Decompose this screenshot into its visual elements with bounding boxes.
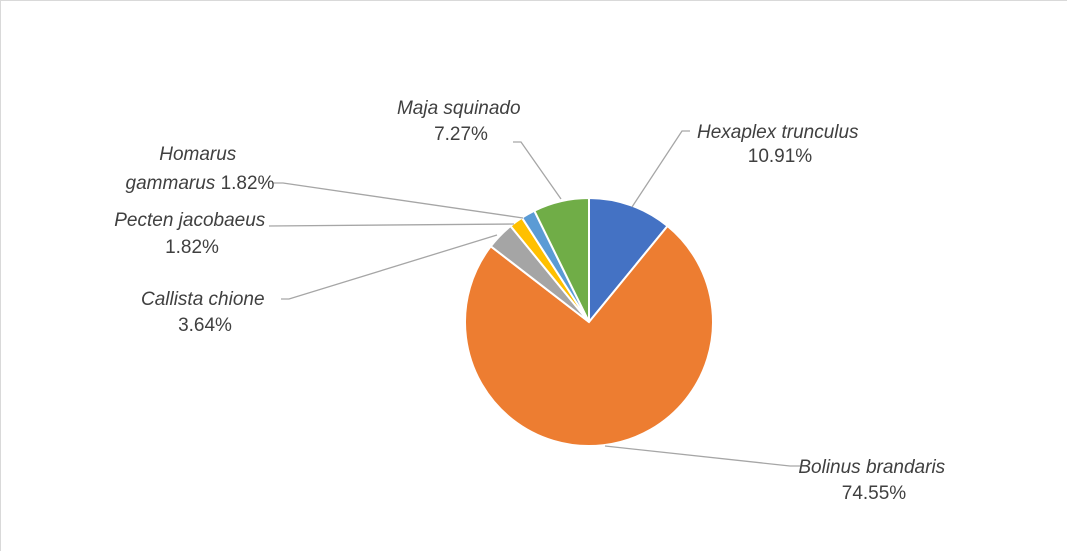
- label-callista: Callista chione 3.64%: [141, 289, 269, 336]
- leader-line-maja: [513, 141, 562, 200]
- label-maja: Maja squinado 7.27%: [397, 98, 525, 145]
- pie-slices: [464, 196, 714, 448]
- label-bolinus: Bolinus brandaris 74.55%: [798, 457, 949, 504]
- data-labels: Hexaplex trunculus 10.91% Bolinus branda…: [114, 98, 949, 504]
- leader-line-homarus: [273, 182, 524, 219]
- leader-line-pecten: [268, 223, 515, 227]
- pie-slice-bolinus-brandaris: [464, 224, 714, 448]
- label-pecten: Pecten jacobaeus 1.82%: [114, 210, 270, 258]
- leader-lines: [268, 130, 800, 467]
- label-hexaplex: Hexaplex trunculus 10.91%: [697, 122, 863, 167]
- leader-line-hexaplex: [631, 130, 690, 208]
- pie-slice-hexaplex-trunculus: [588, 196, 669, 325]
- label-homarus: Homarus gammarus 1.82%: [126, 144, 275, 194]
- leader-line-bolinus: [604, 445, 800, 467]
- pie-slice-maja-squinado: [532, 196, 590, 323]
- leader-line-callista: [281, 234, 498, 300]
